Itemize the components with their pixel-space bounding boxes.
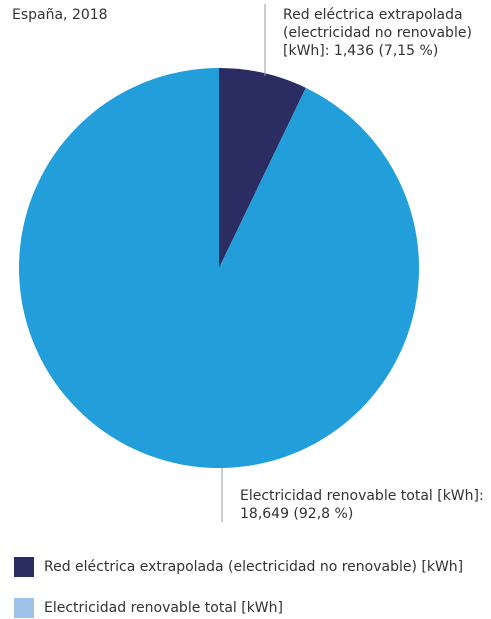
pie-slice (18, 68, 419, 468)
annotation-text: Red eléctrica extrapolada (electricidad … (283, 7, 472, 59)
chart-title: España, 2018 (12, 7, 108, 23)
value-label: 1,436 (7,15 %) (333, 43, 439, 59)
legend-swatch (14, 598, 34, 618)
slice-annotation: Electricidad renovable total [kWh]: 18,6… (240, 487, 490, 523)
pie-slice (219, 68, 306, 268)
slice-annotation: Red eléctrica extrapolada (electricidad … (283, 6, 483, 60)
legend-label: Red eléctrica extrapolada (electricidad … (44, 559, 464, 575)
legend-label: Electricidad renovable total [kWh] (44, 600, 283, 616)
annotation-text: Electricidad renovable total [kWh]: (240, 488, 484, 504)
legend-swatch (14, 557, 34, 577)
value-label: 18,649 (92,8 %) (240, 506, 354, 522)
